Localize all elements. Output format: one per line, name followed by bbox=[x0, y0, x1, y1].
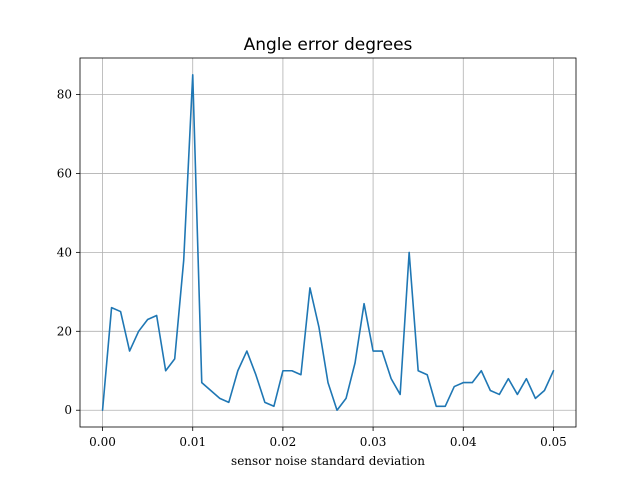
y-axis: 0 20 40 60 80 bbox=[57, 88, 80, 417]
series-layer bbox=[101, 73, 555, 412]
plot-frame bbox=[79, 57, 577, 428]
y-tick-label: 60 bbox=[57, 166, 72, 180]
x-tick-label: 0.03 bbox=[360, 435, 387, 449]
x-tick-label: 0.05 bbox=[540, 435, 567, 449]
x-tick-label: 0.04 bbox=[450, 435, 477, 449]
x-axis: 0.00 0.01 0.02 0.03 0.04 0.05 bbox=[89, 427, 567, 449]
y-tick-label: 80 bbox=[57, 88, 72, 102]
grid bbox=[80, 58, 576, 427]
chart-title: Angle error degrees bbox=[244, 35, 413, 55]
y-tick-label: 20 bbox=[57, 324, 72, 338]
series-points-0 bbox=[103, 75, 554, 410]
x-axis-label: sensor noise standard deviation bbox=[231, 454, 425, 468]
x-tick-label: 0.01 bbox=[179, 435, 206, 449]
series-line-0 bbox=[101, 73, 555, 412]
x-tick-label: 0.02 bbox=[270, 435, 297, 449]
y-tick-label: 0 bbox=[64, 403, 72, 417]
x-tick-label: 0.00 bbox=[89, 435, 116, 449]
y-tick-label: 40 bbox=[57, 245, 72, 259]
